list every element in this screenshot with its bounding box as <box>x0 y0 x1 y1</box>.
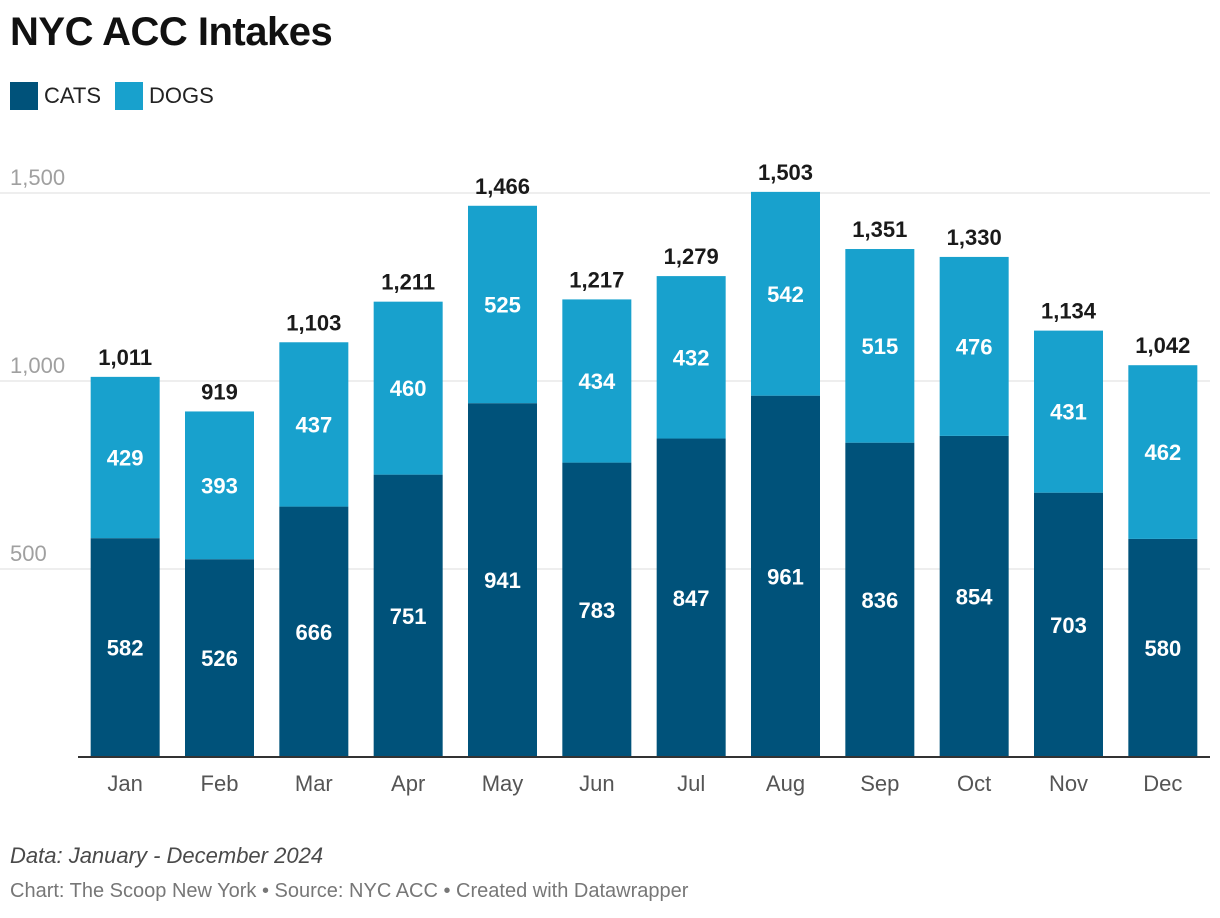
bar-dogs <box>1128 365 1198 539</box>
legend-label-dogs: DOGS <box>149 83 214 108</box>
bar-cats <box>185 559 254 757</box>
x-tick-label: Nov <box>1049 771 1088 796</box>
data-label-dogs: 429 <box>107 446 144 471</box>
data-label-cats: 703 <box>1050 613 1087 638</box>
data-label-dogs: 462 <box>1144 440 1181 465</box>
bar-cats <box>1128 538 1198 757</box>
data-label-dogs: 525 <box>484 292 521 317</box>
x-tick-label: Jan <box>107 771 142 796</box>
data-label-total: 1,351 <box>852 217 907 242</box>
bar-dogs <box>939 256 1009 436</box>
data-label-cats: 961 <box>767 564 804 589</box>
data-label-dogs: 437 <box>295 412 332 437</box>
bar-dogs <box>90 376 160 539</box>
bar-cats <box>279 506 349 757</box>
legend-item-dogs: DOGS <box>115 82 214 110</box>
stacked-bar-chart: 500 1,000 1,500 582 429 1,011 Jan 526 393 919 Feb 6… <box>0 160 1210 796</box>
y-tick-label: 1,500 <box>10 165 65 190</box>
bar-cats <box>562 462 632 757</box>
data-label-dogs: 432 <box>673 345 710 370</box>
x-tick-label: Sep <box>860 771 899 796</box>
data-label-cats: 941 <box>484 568 521 593</box>
data-label-cats: 526 <box>201 646 238 671</box>
data-label-total: 1,279 <box>664 244 719 269</box>
x-tick-label: May <box>482 771 524 796</box>
x-tick-label: Dec <box>1143 771 1182 796</box>
bar-dogs <box>1034 330 1103 493</box>
data-label-total: 1,011 <box>98 345 152 370</box>
bar-dogs <box>279 342 349 507</box>
data-label-total: 919 <box>201 379 238 404</box>
data-note: Data: January - December 2024 <box>10 843 324 868</box>
legend-swatch-cats <box>10 82 38 110</box>
x-tick-label: Oct <box>957 771 991 796</box>
bar-cats <box>468 403 537 757</box>
chart-credits: Chart: The Scoop New York • Source: NYC … <box>10 880 689 902</box>
data-label-total: 1,134 <box>1041 299 1097 324</box>
data-label-cats: 580 <box>1144 636 1181 661</box>
data-label-total: 1,217 <box>569 267 624 292</box>
data-label-total: 1,330 <box>947 225 1002 250</box>
x-tick-label: Feb <box>201 771 239 796</box>
bar-dogs <box>185 411 254 560</box>
bar-cats <box>656 438 726 757</box>
bar-cats <box>939 435 1009 757</box>
data-label-total: 1,103 <box>286 310 341 335</box>
legend-label-cats: CATS <box>44 83 102 108</box>
chart-title: NYC ACC Intakes <box>10 10 333 54</box>
bar-cats <box>1034 492 1103 757</box>
x-tick-label: Mar <box>295 771 333 796</box>
data-label-dogs: 460 <box>390 376 427 401</box>
data-label-dogs: 542 <box>767 282 804 307</box>
x-tick-label: Apr <box>391 771 425 796</box>
data-label-cats: 666 <box>295 620 332 645</box>
bar-cats <box>751 395 820 757</box>
data-label-dogs: 431 <box>1050 400 1087 425</box>
data-label-cats: 836 <box>861 588 898 613</box>
bar-dogs <box>468 205 537 404</box>
bar-dogs <box>562 299 632 463</box>
data-label-total: 1,466 <box>475 174 530 199</box>
y-tick-label: 500 <box>10 541 47 566</box>
legend-item-cats: CATS <box>10 82 101 110</box>
data-label-total: 1,503 <box>758 160 813 185</box>
bar-dogs <box>845 249 915 443</box>
data-label-dogs: 515 <box>861 334 898 359</box>
bar-dogs <box>373 301 443 475</box>
data-label-total: 1,211 <box>381 270 435 295</box>
legend: CATS DOGS <box>10 82 228 110</box>
data-label-total: 1,042 <box>1135 333 1190 358</box>
data-label-dogs: 393 <box>201 473 238 498</box>
data-label-cats: 783 <box>578 598 615 623</box>
y-tick-label: 1,000 <box>10 353 65 378</box>
data-label-dogs: 434 <box>578 369 615 394</box>
x-tick-label: Jun <box>579 771 614 796</box>
x-tick-label: Aug <box>766 771 805 796</box>
data-label-cats: 751 <box>390 604 427 629</box>
legend-swatch-dogs <box>115 82 144 110</box>
data-label-cats: 847 <box>673 586 710 611</box>
x-tick-label: Jul <box>677 771 705 796</box>
bar-cats <box>90 538 160 757</box>
bar-dogs <box>751 191 820 396</box>
data-label-cats: 582 <box>107 636 144 661</box>
bar-cats <box>373 474 443 757</box>
data-label-cats: 854 <box>956 584 993 609</box>
bar-dogs <box>656 276 726 439</box>
bar-cats <box>845 442 915 757</box>
data-label-dogs: 476 <box>956 334 993 359</box>
